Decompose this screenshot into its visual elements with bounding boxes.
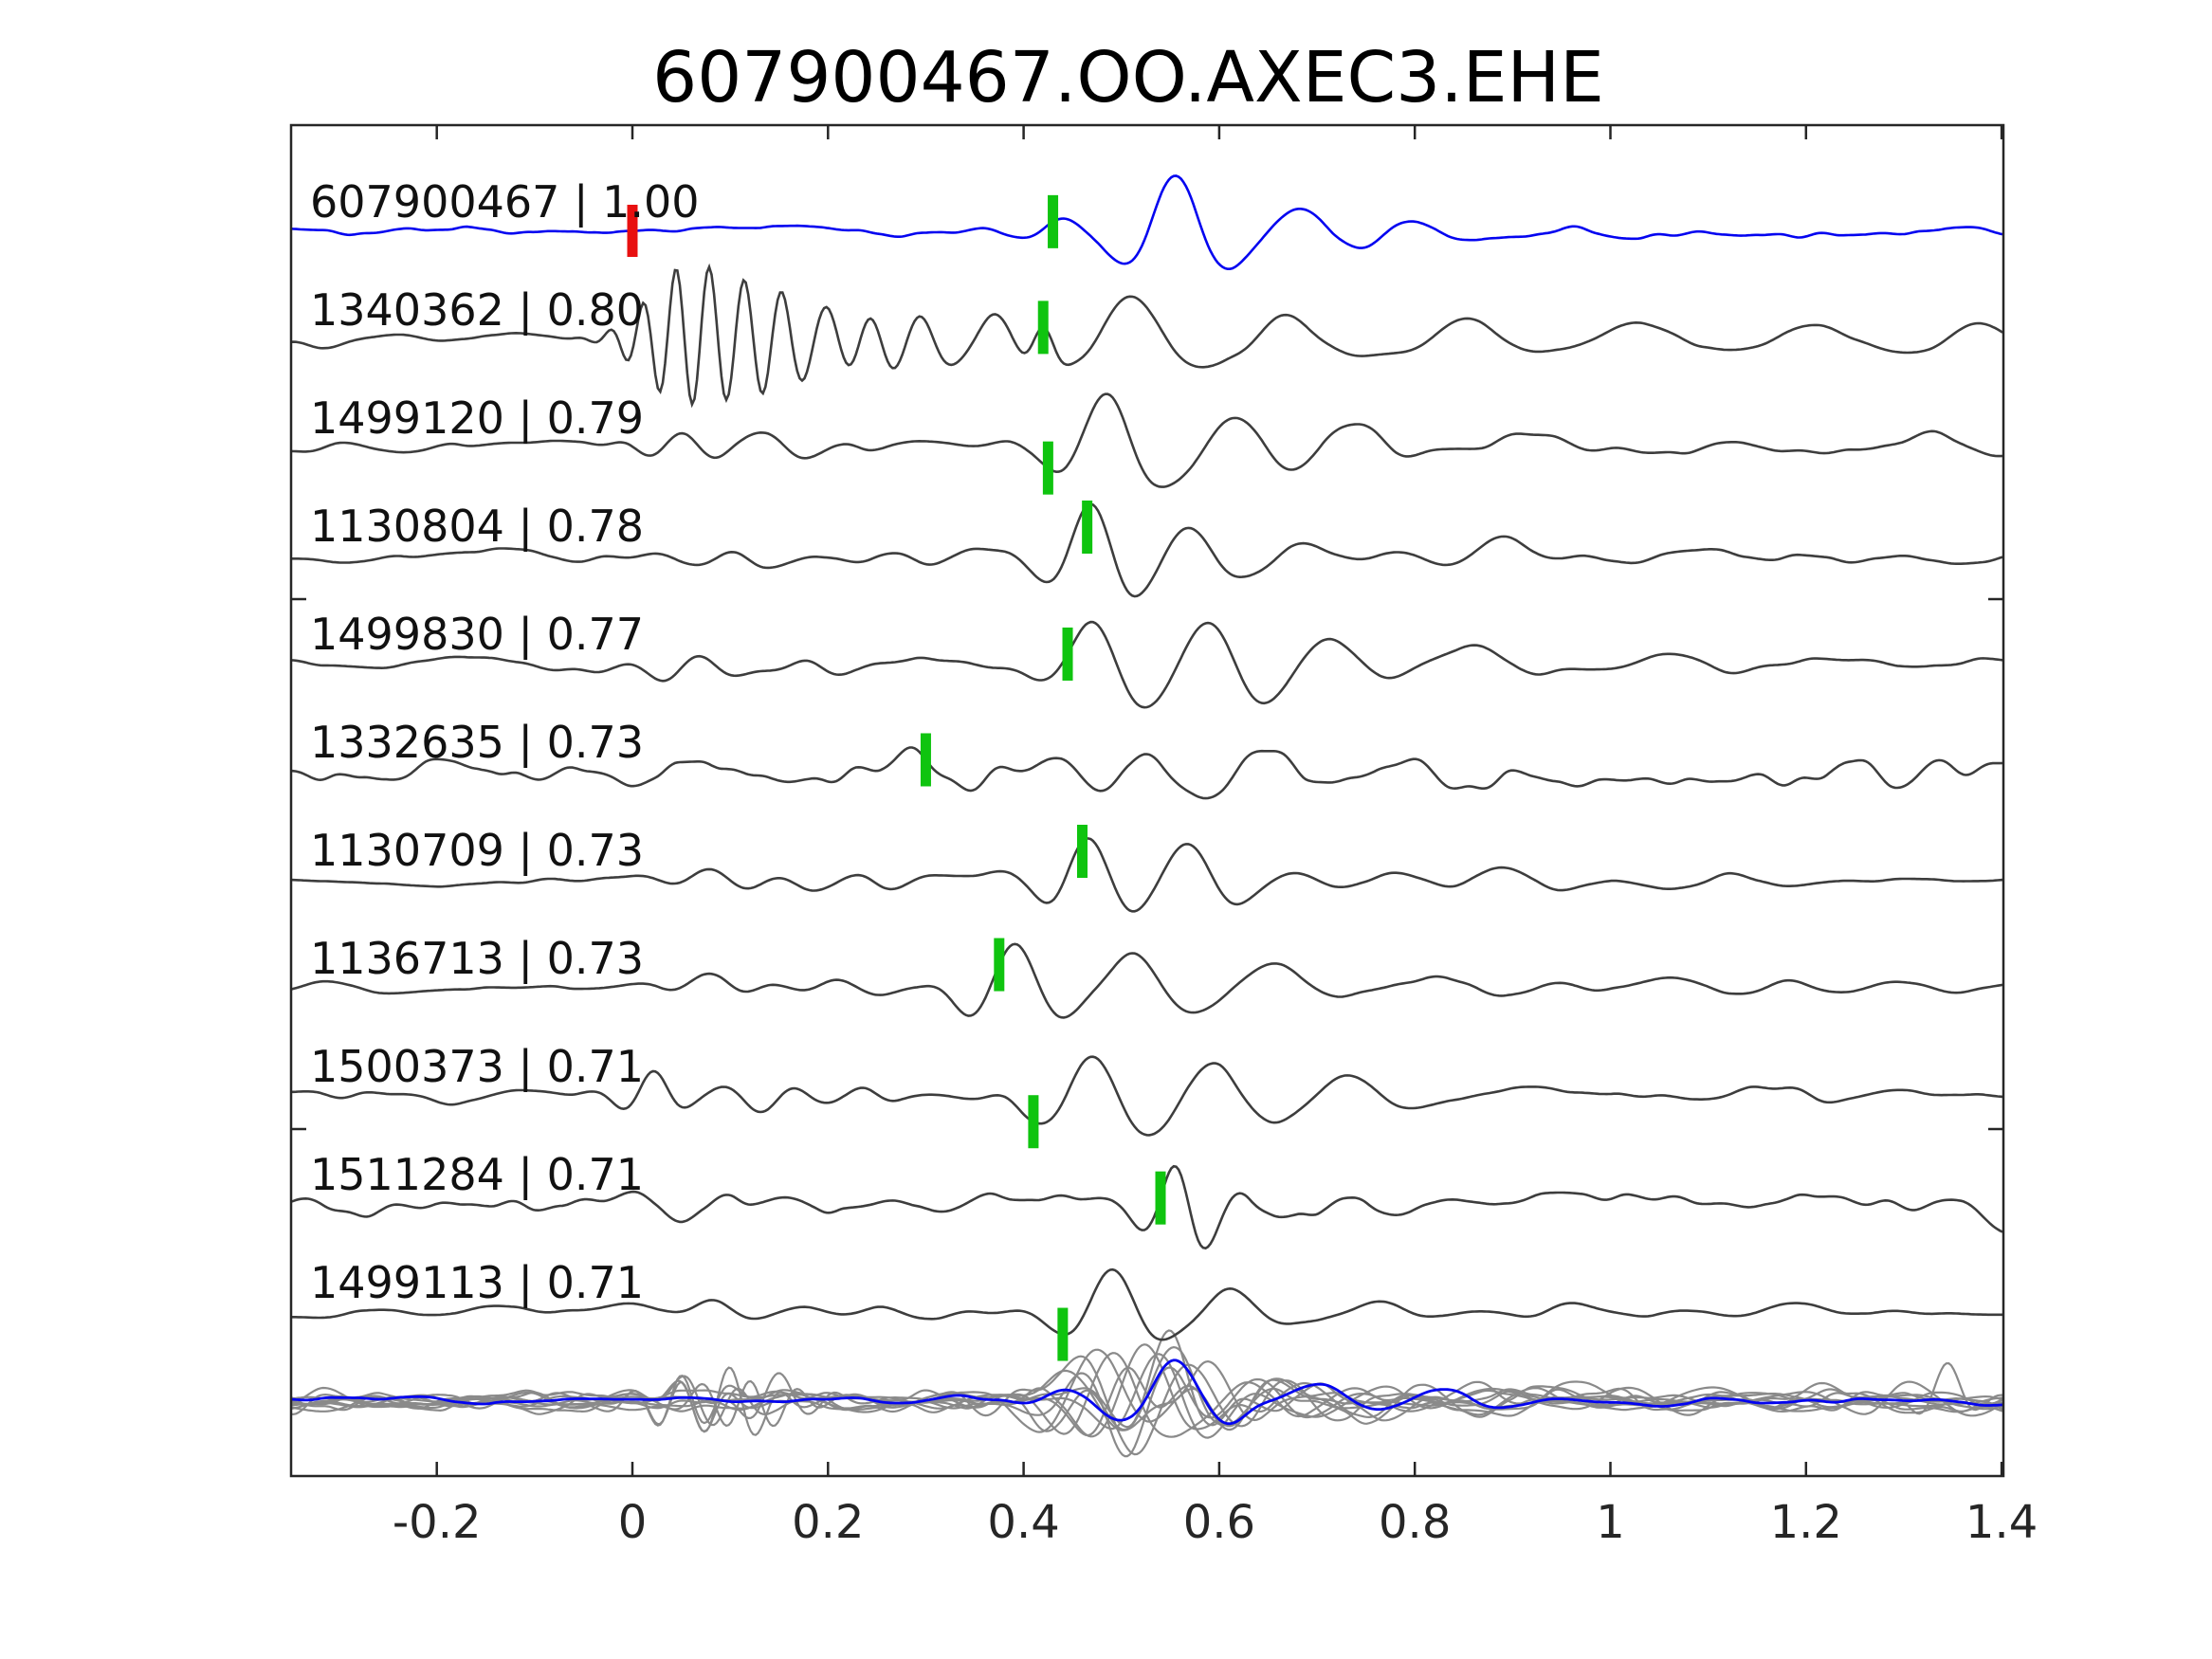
trace-line-1499830: [291, 620, 2003, 709]
trace-line-1499120: [291, 392, 2003, 488]
plot-area: [291, 174, 2003, 1458]
pick-marker-1499830: [1062, 627, 1073, 681]
pick-marker-1511284: [1155, 1171, 1166, 1225]
x-tick-label-4: 0.6: [1183, 1496, 1255, 1549]
trace-line-1136713: [291, 942, 2003, 1019]
ref-marker: [627, 204, 638, 257]
x-tick-label-1: 0: [618, 1496, 648, 1549]
x-tick-label-5: 0.8: [1379, 1496, 1451, 1549]
trace-line-1500373: [291, 1055, 2003, 1137]
trace-label-1499120: 1499120 | 0.79: [310, 392, 644, 445]
trace-line-1332635: [291, 746, 2003, 800]
trace-label-1340362: 1340362 | 0.80: [310, 284, 644, 337]
trace-line-1340362: [291, 263, 2003, 409]
trace-label-1332635: 1332635 | 0.73: [310, 717, 644, 769]
x-tick-label-8: 1.4: [1965, 1496, 2038, 1549]
trace-line-1511284: [291, 1164, 2003, 1250]
trace-label-607900467: 607900467 | 1.00: [310, 176, 700, 228]
trace-label-1136713: 1136713 | 0.73: [310, 933, 644, 985]
pick-marker-1130804: [1082, 501, 1093, 554]
x-tick-label-0: -0.2: [393, 1496, 482, 1549]
trace-line-1499113: [291, 1267, 2003, 1341]
x-tick-label-6: 1: [1596, 1496, 1625, 1549]
trace-label-1511284: 1511284 | 0.71: [310, 1149, 644, 1201]
trace-line-607900467: [291, 174, 2003, 270]
pick-marker-1332635: [920, 733, 931, 787]
pick-marker-1499120: [1042, 441, 1053, 495]
pick-marker-1130709: [1076, 825, 1088, 878]
chart-title: 607900467.OO.AXEC3.EHE: [652, 37, 1604, 118]
pick-marker-1340362: [1037, 301, 1049, 355]
trace-labels: 607900467 | 1.00 1340362 | 0.80 1499120 | …: [310, 176, 700, 1309]
pick-marker-1499113: [1057, 1307, 1069, 1361]
x-tick-label-3: 0.4: [987, 1496, 1059, 1549]
trace-label-1499830: 1499830 | 0.77: [310, 609, 644, 661]
trace-label-1130709: 1130709 | 0.73: [310, 825, 644, 877]
pick-marker-1136713: [994, 938, 1005, 992]
trace-label-1499113: 1499113 | 0.71: [310, 1257, 644, 1309]
stack-trace-7: [291, 1353, 2003, 1439]
pick-marker-607900467: [1048, 194, 1059, 248]
pick-marker-1500373: [1028, 1095, 1039, 1149]
stack-trace-1: [291, 1352, 2003, 1438]
stack-template-trace: [291, 1358, 2003, 1426]
trace-label-1500373: 1500373 | 0.71: [310, 1041, 644, 1093]
stack-trace-8: [291, 1355, 2003, 1456]
x-tick-label-2: 0.2: [792, 1496, 864, 1549]
trace-line-1130709: [291, 837, 2003, 913]
x-tick-label-7: 1.2: [1770, 1496, 1842, 1549]
trace-label-1130804: 1130804 | 0.78: [310, 501, 644, 553]
axes-box: [289, 123, 2005, 1478]
stack-trace-4: [291, 1348, 2003, 1433]
trace-line-1130804: [291, 502, 2003, 598]
